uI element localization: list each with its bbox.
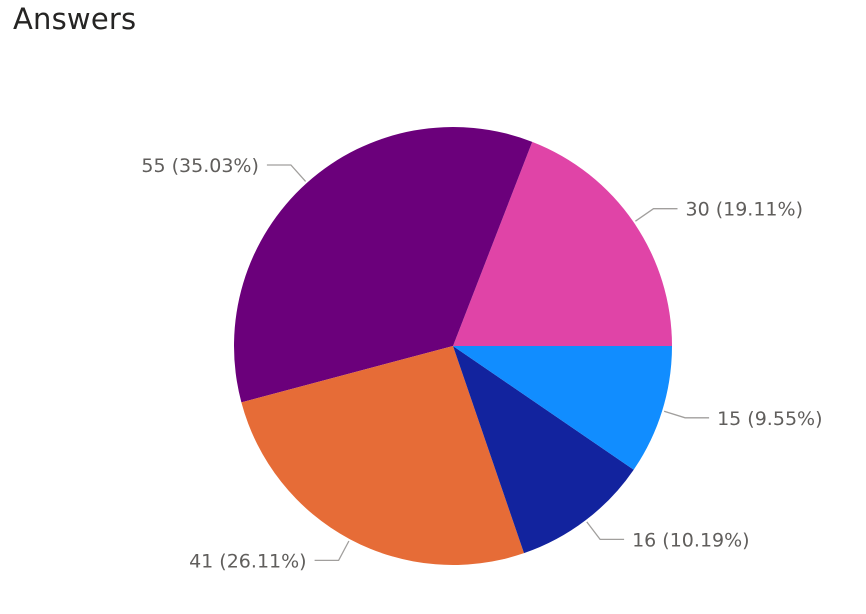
pie-slice[interactable] bbox=[453, 346, 634, 554]
data-label: 16 (10.19%) bbox=[632, 529, 750, 551]
pie-slices bbox=[234, 127, 672, 565]
leader-line bbox=[635, 208, 678, 222]
data-labels: 30 (19.11%) 55 (35.03%) 41 (26.11%) 16 (10.… bbox=[141, 155, 822, 572]
leader-line bbox=[314, 540, 350, 562]
data-label: 41 (26.11%) bbox=[189, 550, 307, 572]
pie-slice[interactable] bbox=[241, 346, 524, 565]
pie-slice[interactable] bbox=[234, 127, 533, 403]
chart-title: Answers bbox=[13, 2, 137, 36]
data-label: 15 (9.55%) bbox=[717, 408, 822, 430]
data-label: 55 (35.03%) bbox=[141, 155, 259, 177]
leader-line bbox=[663, 410, 710, 419]
leader-line bbox=[586, 521, 625, 541]
data-label: 30 (19.11%) bbox=[686, 199, 804, 221]
leader-lines bbox=[266, 164, 710, 562]
leader-line bbox=[266, 164, 307, 182]
pie-slice[interactable] bbox=[453, 346, 672, 470]
pie-slice[interactable] bbox=[453, 141, 672, 346]
